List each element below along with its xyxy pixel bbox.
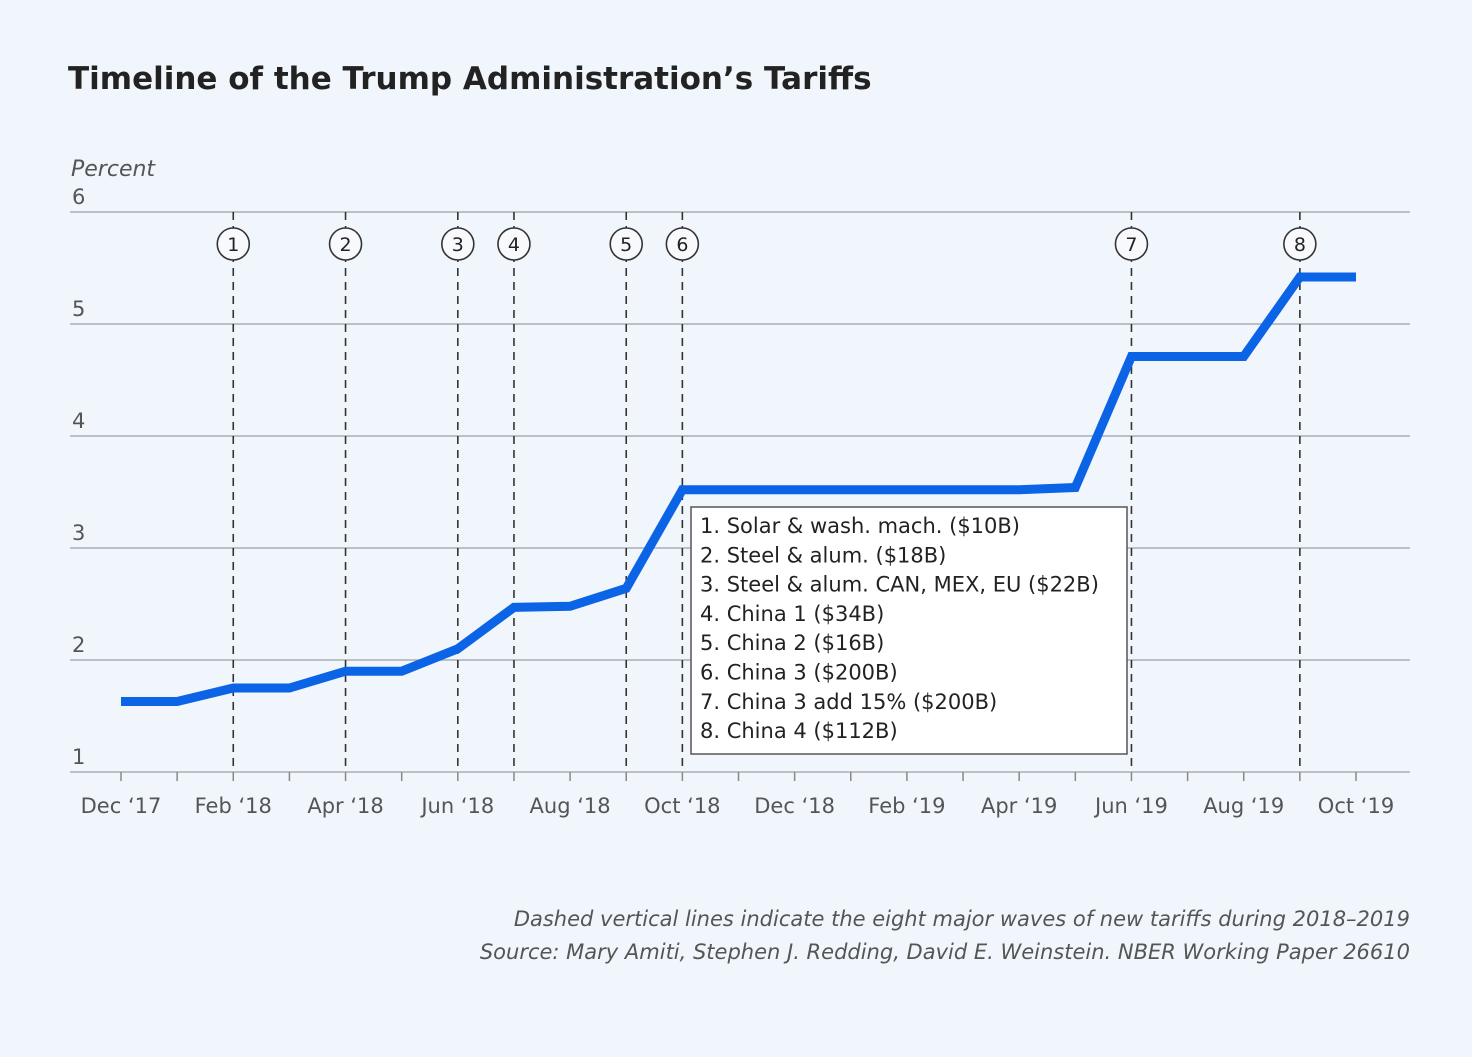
x-tick-label: Jun ‘19 xyxy=(1093,794,1168,818)
x-tick-label: Dec ‘17 xyxy=(81,794,162,818)
legend-entry: 4. China 1 ($34B) xyxy=(700,602,884,626)
y-tick-label: 3 xyxy=(72,521,85,545)
event-number: 8 xyxy=(1294,234,1306,256)
x-tick-label: Feb ‘18 xyxy=(195,794,272,818)
event-number: 7 xyxy=(1125,234,1137,256)
y-tick-label: 1 xyxy=(72,745,85,769)
event-number: 2 xyxy=(339,234,351,256)
y-tick-label: 4 xyxy=(72,409,85,433)
x-tick-label: Aug ‘19 xyxy=(1203,794,1284,818)
event-number: 4 xyxy=(508,234,520,256)
legend-entry: 7. China 3 add 15% ($200B) xyxy=(700,690,997,714)
y-tick-label: 5 xyxy=(72,297,85,321)
event-number: 3 xyxy=(452,234,464,256)
legend-entry: 3. Steel & alum. CAN, MEX, EU ($22B) xyxy=(700,573,1099,597)
x-tick-label: Dec ‘18 xyxy=(754,794,835,818)
legend-entry: 8. China 4 ($112B) xyxy=(700,719,898,743)
y-tick-label: 6 xyxy=(72,185,85,209)
event-number: 6 xyxy=(676,234,688,256)
x-tick-label: Jun ‘18 xyxy=(419,794,494,818)
legend-entry: 1. Solar & wash. mach. ($10B) xyxy=(700,514,1020,538)
footnote: Dashed vertical lines indicate the eight… xyxy=(514,907,1410,931)
x-tick-label: Aug ‘18 xyxy=(530,794,611,818)
source-note: Source: Mary Amiti, Stephen J. Redding, … xyxy=(480,940,1410,964)
y-axis-label: Percent xyxy=(71,157,156,182)
x-tick-label: Apr ‘18 xyxy=(307,794,383,818)
legend-entry: 6. China 3 ($200B) xyxy=(700,661,898,685)
x-tick-label: Oct ‘19 xyxy=(1318,794,1394,818)
event-number: 5 xyxy=(620,234,632,256)
legend-entry: 5. China 2 ($16B) xyxy=(700,631,884,655)
y-tick-label: 2 xyxy=(72,633,85,657)
chart-title: Timeline of the Trump Administration’s T… xyxy=(68,61,872,97)
event-number: 1 xyxy=(227,234,239,256)
x-tick-label: Feb ‘19 xyxy=(868,794,945,818)
legend-entry: 2. Steel & alum. ($18B) xyxy=(700,543,946,567)
x-tick-label: Apr ‘19 xyxy=(981,794,1057,818)
legend: 1. Solar & wash. mach. ($10B) 2. Steel & … xyxy=(691,507,1127,754)
x-tick-label: Oct ‘18 xyxy=(644,794,720,818)
